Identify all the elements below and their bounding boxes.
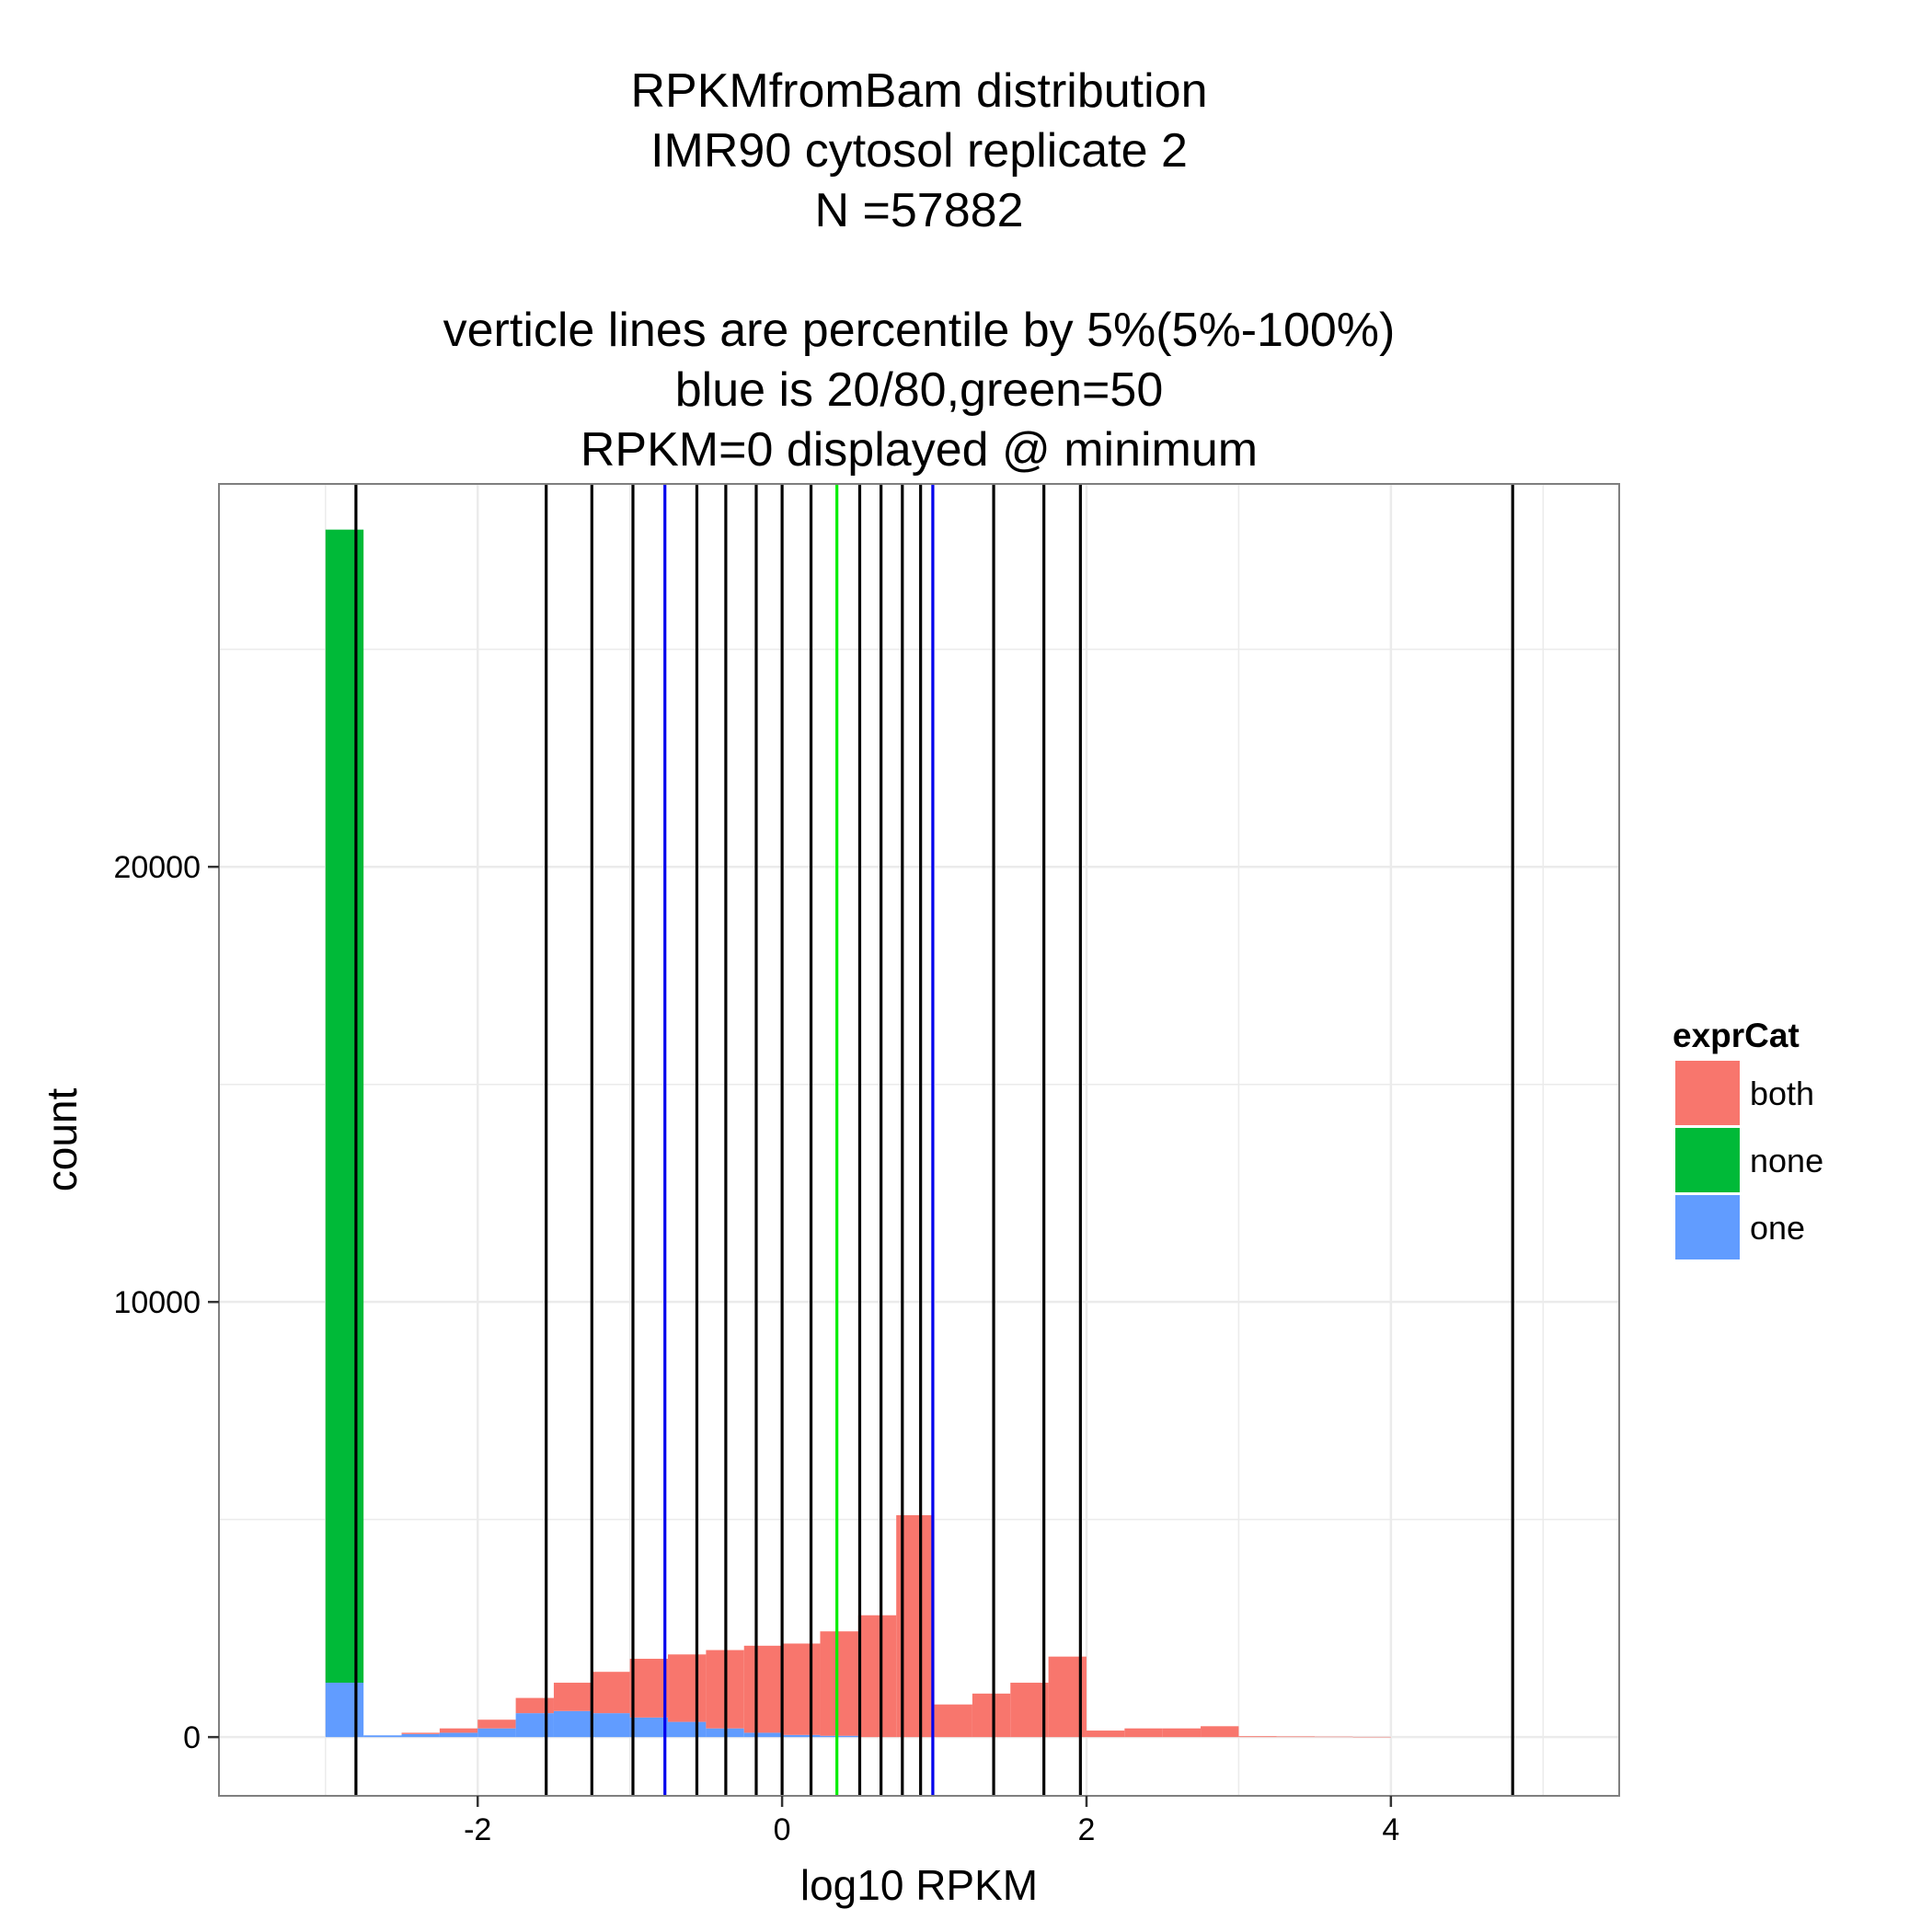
x-axis: -2 0 2 4 bbox=[464, 1796, 1399, 1847]
chart-title-line: RPKM=0 displayed @ minimum bbox=[581, 423, 1258, 477]
bar-both bbox=[439, 1728, 478, 1733]
bar-one bbox=[325, 1683, 364, 1738]
bar-both bbox=[857, 1615, 897, 1738]
bar-one bbox=[820, 1735, 858, 1738]
bar-both bbox=[820, 1631, 858, 1736]
plot-border bbox=[218, 483, 1620, 1797]
bar-both bbox=[1276, 1736, 1316, 1738]
x-tick-label: 0 bbox=[774, 1812, 791, 1847]
y-tick-label: 0 bbox=[183, 1720, 201, 1755]
legend-title: exprCat bbox=[1673, 1017, 1800, 1054]
chart-title-line: verticle lines are percentile by 5%(5%-1… bbox=[443, 304, 1396, 357]
x-tick-label: 2 bbox=[1078, 1812, 1096, 1847]
x-axis-title: log10 RPKM bbox=[800, 1861, 1038, 1909]
bar-one bbox=[668, 1721, 707, 1738]
bar-both bbox=[515, 1697, 554, 1714]
bar-both bbox=[629, 1659, 669, 1718]
legend-label-both: both bbox=[1750, 1075, 1814, 1112]
legend-label-none: none bbox=[1750, 1142, 1823, 1179]
y-tick-label: 10000 bbox=[113, 1285, 201, 1320]
bar-one bbox=[592, 1713, 630, 1738]
bar-both bbox=[1201, 1726, 1239, 1738]
bar-both bbox=[1010, 1683, 1049, 1738]
legend-swatch-both bbox=[1673, 1059, 1742, 1127]
y-axis-title: count bbox=[38, 1088, 86, 1192]
bar-one bbox=[553, 1710, 592, 1738]
chart-title-line: IMR90 cytosol replicate 2 bbox=[650, 124, 1188, 178]
bar-both bbox=[782, 1643, 821, 1735]
chart-title: RPKMfromBam distribution IMR90 cytosol re… bbox=[443, 64, 1396, 477]
bar-both bbox=[1162, 1728, 1202, 1738]
bar-one bbox=[401, 1733, 440, 1738]
bar-none bbox=[325, 529, 364, 1684]
bar-both bbox=[1315, 1736, 1353, 1738]
bar-one bbox=[439, 1732, 478, 1738]
bar-both bbox=[401, 1732, 440, 1734]
bar-both bbox=[1086, 1731, 1125, 1738]
bar-one bbox=[363, 1735, 402, 1738]
bar-both bbox=[934, 1704, 972, 1738]
bar-one bbox=[515, 1713, 554, 1738]
legend: exprCat both none one bbox=[1673, 1017, 1823, 1261]
chart-title-line: N =57882 bbox=[815, 184, 1024, 237]
bar-both bbox=[1124, 1728, 1163, 1738]
bar-both bbox=[592, 1672, 630, 1714]
bar-both bbox=[743, 1645, 783, 1733]
bar-both bbox=[972, 1693, 1011, 1738]
bar-one bbox=[629, 1717, 669, 1738]
chart-title-line: blue is 20/80,green=50 bbox=[675, 363, 1164, 417]
percentile-lines bbox=[354, 484, 1514, 1796]
chart-title-line: RPKMfromBam distribution bbox=[630, 64, 1207, 118]
legend-swatch-one bbox=[1673, 1193, 1742, 1261]
bar-both bbox=[477, 1719, 516, 1729]
bar-both bbox=[1238, 1736, 1277, 1738]
x-tick-label: 4 bbox=[1382, 1812, 1399, 1847]
bar-both bbox=[1352, 1736, 1391, 1738]
y-axis: 0 10000 20000 bbox=[113, 850, 219, 1755]
bar-one bbox=[743, 1732, 783, 1738]
bar-both bbox=[553, 1683, 592, 1711]
x-tick-label: -2 bbox=[464, 1812, 491, 1847]
legend-label-one: one bbox=[1750, 1209, 1805, 1247]
bar-one bbox=[782, 1734, 821, 1738]
bar-one bbox=[477, 1728, 516, 1738]
legend-swatch-none bbox=[1673, 1126, 1742, 1194]
y-tick-label: 20000 bbox=[113, 850, 201, 885]
bar-both bbox=[668, 1654, 707, 1722]
